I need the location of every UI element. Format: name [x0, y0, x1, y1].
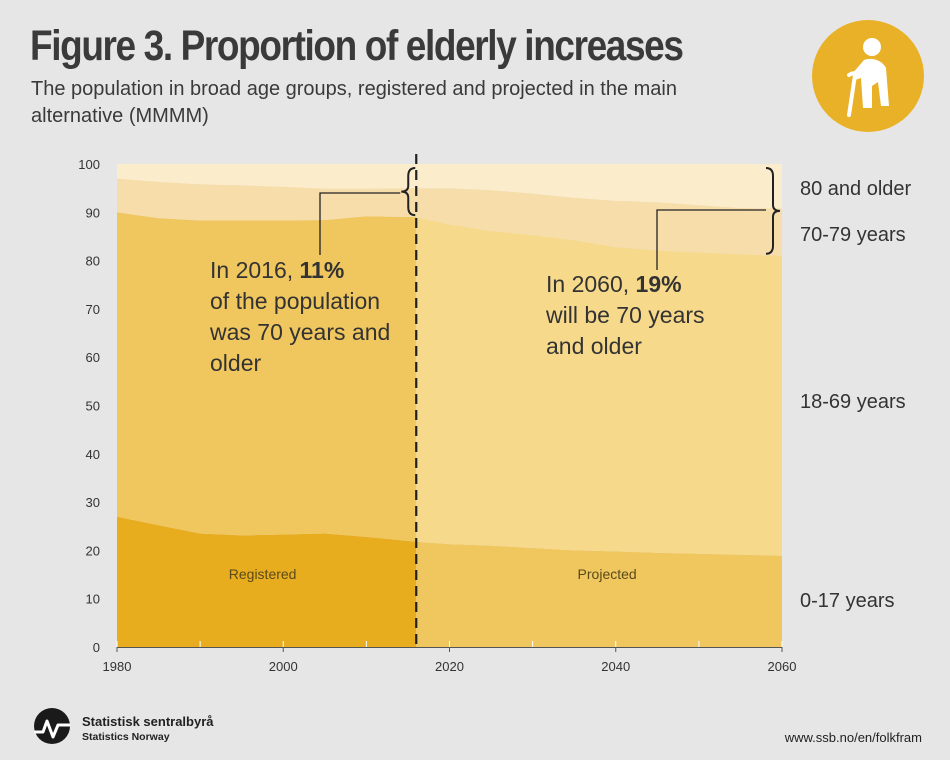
- y-tick-label: 40: [86, 447, 100, 462]
- x-tick-label: 2060: [768, 659, 797, 674]
- series-label-18-69-years: 18-69 years: [800, 391, 906, 413]
- brace-2060: [765, 167, 781, 255]
- annotation-2060-line: will be 70 years: [545, 302, 705, 328]
- logo-subtitle: Statistics Norway: [82, 731, 170, 743]
- annotation-text: In 2016,: [210, 257, 300, 283]
- section-label-projected: Projected: [578, 566, 637, 582]
- area-0-17-years-projected: [416, 541, 782, 647]
- chart-subtitle: The population in broad age groups, regi…: [31, 78, 677, 127]
- series-label-80-and-older: 80 and older: [800, 178, 912, 200]
- y-tick-label: 50: [86, 399, 100, 414]
- annotation-text: older: [210, 350, 261, 376]
- x-tick-label: 2040: [601, 659, 630, 674]
- chart-title: Figure 3. Proportion of elderly increase…: [30, 22, 684, 70]
- logo-name: Statistisk sentralbyrå: [82, 714, 214, 729]
- annotation-2060-line: In 2060, 19%: [546, 271, 682, 297]
- annotation-layer: Registered Projected In 2016, 11% of the po…: [209, 154, 781, 647]
- y-tick-label: 80: [86, 254, 100, 269]
- brace-2016: [401, 167, 416, 217]
- series-label-0-17-years: 0-17 years: [800, 590, 895, 612]
- elderly-badge: [812, 20, 924, 132]
- annotation-text: and older: [546, 333, 642, 359]
- annotation-2060-line: and older: [546, 333, 642, 359]
- source-url[interactable]: www.ssb.no/en/folkfram: [784, 730, 922, 745]
- y-tick-label: 90: [86, 205, 100, 220]
- area-80-and-older-projected: [416, 164, 782, 209]
- x-tick-label: 2000: [269, 659, 298, 674]
- leader-line-2060: [656, 209, 766, 270]
- y-axis: 0 10 20 30 40 50 60 70 80 90 100: [78, 157, 100, 655]
- annotation-2016-line: In 2016, 11%: [210, 257, 344, 283]
- area-layer: [117, 164, 782, 647]
- y-tick-label: 10: [86, 592, 100, 607]
- annotation-percent: 19%: [636, 271, 682, 297]
- y-tick-label: 100: [78, 157, 100, 172]
- annotation-2016-line: was 70 years and: [209, 319, 390, 345]
- area-18-69-years-registered: [117, 212, 417, 542]
- area-70-79-years-projected: [416, 188, 782, 256]
- population-area-chart: 0 10 20 30 40 50 60 70 80 90 100 1980 2000 2020 2040 2…: [78, 154, 912, 674]
- annotation-2016-line: of the population: [210, 288, 380, 314]
- section-label-registered: Registered: [229, 566, 297, 582]
- annotation-2016-line: older: [210, 350, 261, 376]
- y-tick-label: 70: [86, 302, 100, 317]
- x-tick-label: 2020: [435, 659, 464, 674]
- annotation-text: In 2060,: [546, 271, 636, 297]
- leader-line-2016: [319, 192, 401, 255]
- elderly-person-icon: [847, 38, 889, 117]
- area-18-69-years-projected: [416, 217, 782, 556]
- x-axis: 1980 2000 2020 2040 2060: [103, 647, 797, 674]
- annotation-text: was 70 years and: [209, 319, 390, 345]
- annotation-text: will be 70 years: [545, 302, 705, 328]
- annotation-percent: 11%: [300, 257, 345, 283]
- area-80-and-older-registered: [117, 164, 417, 189]
- y-tick-label: 0: [93, 640, 100, 655]
- y-tick-label: 60: [86, 350, 100, 365]
- ssb-logo-icon: [34, 708, 70, 744]
- grid-layer: [116, 641, 783, 647]
- area-0-17-years-registered: [117, 516, 417, 647]
- series-label-70-79-years: 70-79 years: [800, 224, 906, 246]
- x-tick-label: 1980: [103, 659, 132, 674]
- area-70-79-years-registered: [117, 178, 417, 221]
- y-tick-label: 20: [86, 543, 100, 558]
- y-tick-label: 30: [86, 495, 100, 510]
- series-label-layer: 80 and older 70-79 years 18-69 years 0-17 y…: [800, 178, 912, 612]
- annotation-text: of the population: [210, 288, 380, 314]
